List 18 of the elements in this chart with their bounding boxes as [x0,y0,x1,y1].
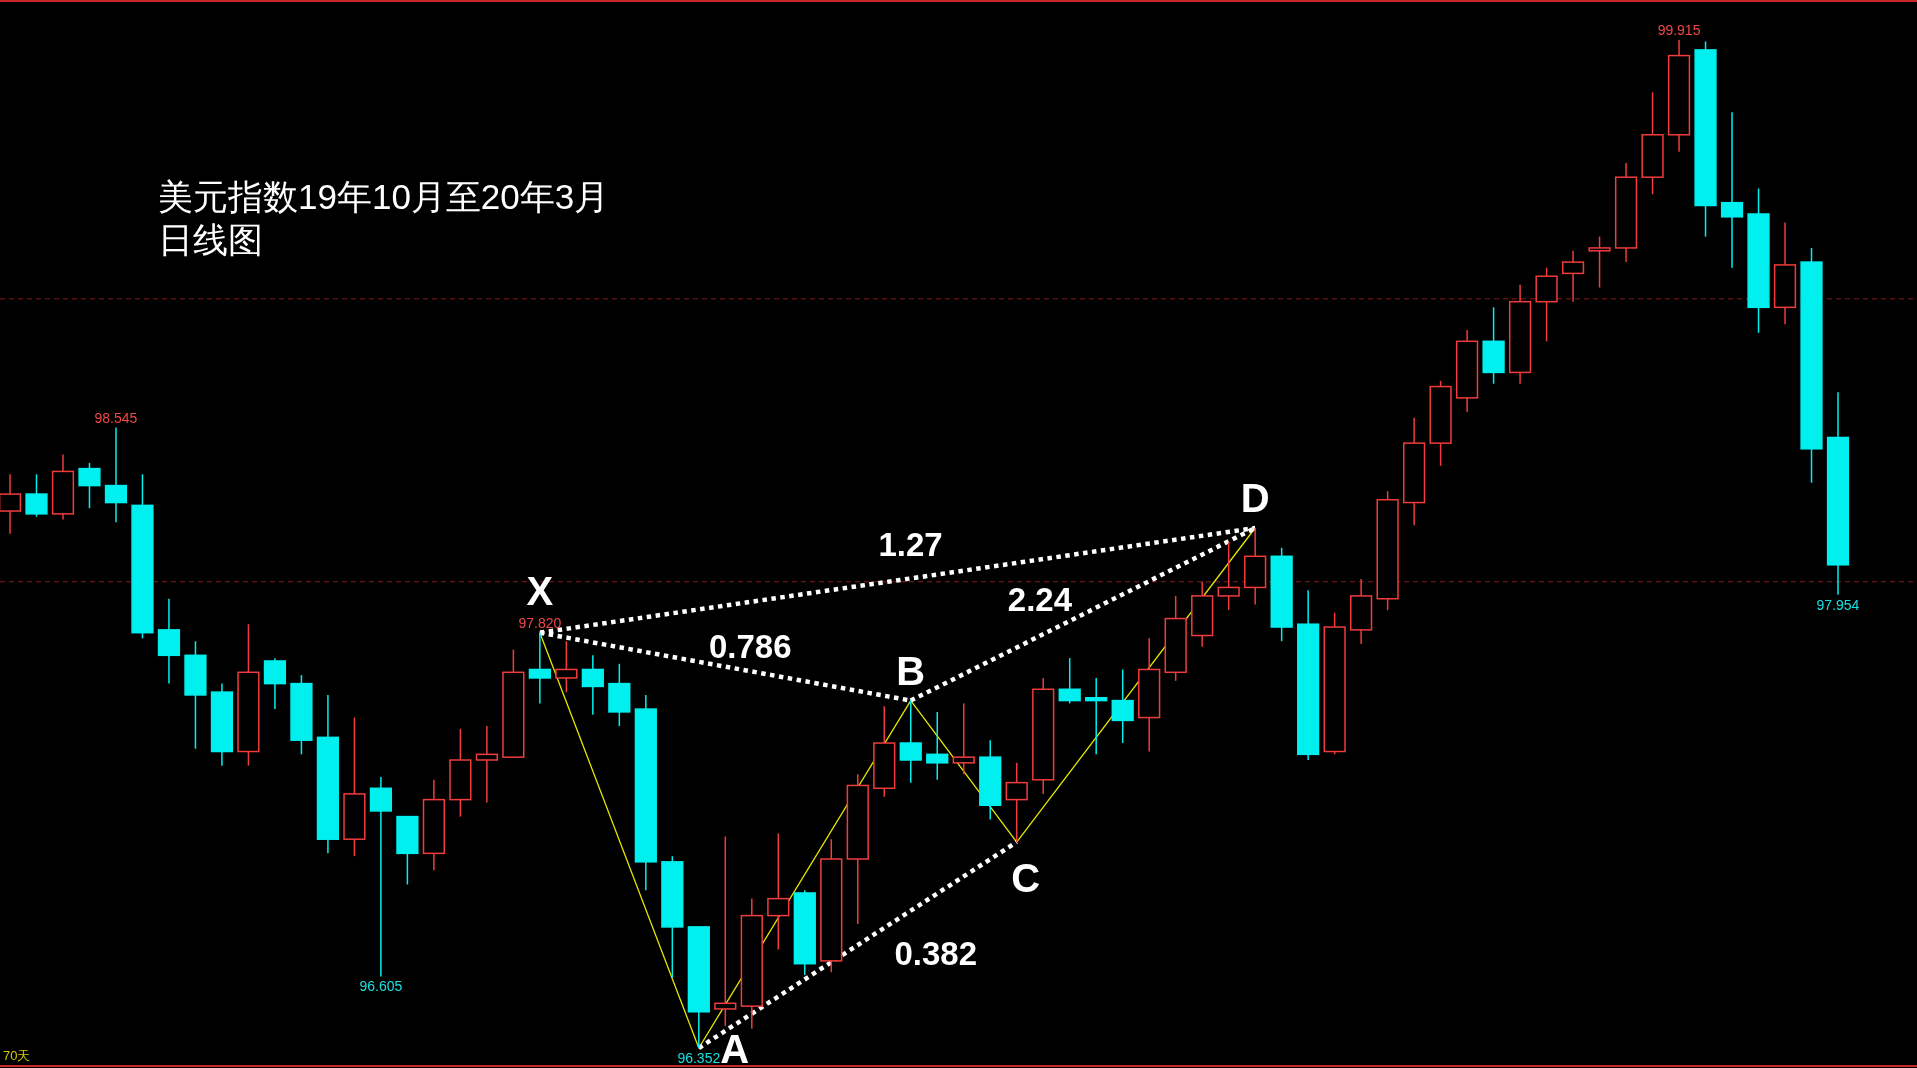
annotation: C [1011,856,1041,901]
series-label: 2.24 [1007,581,1073,619]
series-label: 1.27 [878,526,943,564]
annotation: X [526,568,554,613]
series-label: 0.382 [894,935,978,973]
series-label: 0.786 [709,627,792,665]
annotation: 70天 [3,1048,31,1063]
text: 96.605 [359,978,403,995]
text: 96.352 [677,1050,721,1066]
annotation: D [1240,476,1270,521]
text: 98.545 [94,409,138,426]
text: 日线图 [158,220,263,259]
text: 99.915 [1657,22,1701,38]
annotation: A [720,1027,750,1068]
text: 美元指数19年10月至20年3月 [158,177,610,216]
annotation: B [896,648,926,693]
text: 97.820 [518,614,562,631]
text: 97.954 [1816,596,1860,613]
